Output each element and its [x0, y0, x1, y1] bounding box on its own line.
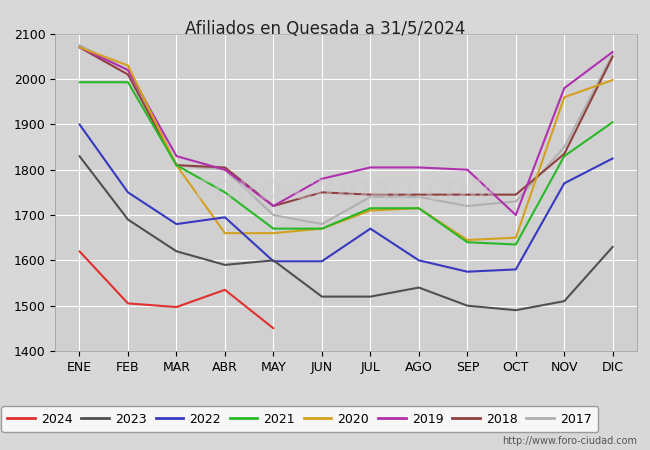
- Text: Afiliados en Quesada a 31/5/2024: Afiliados en Quesada a 31/5/2024: [185, 20, 465, 38]
- Text: FORO-CIUDAD.COM: FORO-CIUDAD.COM: [195, 178, 497, 207]
- Legend: 2024, 2023, 2022, 2021, 2020, 2019, 2018, 2017: 2024, 2023, 2022, 2021, 2020, 2019, 2018…: [1, 406, 598, 432]
- Text: http://www.foro-ciudad.com: http://www.foro-ciudad.com: [502, 436, 637, 446]
